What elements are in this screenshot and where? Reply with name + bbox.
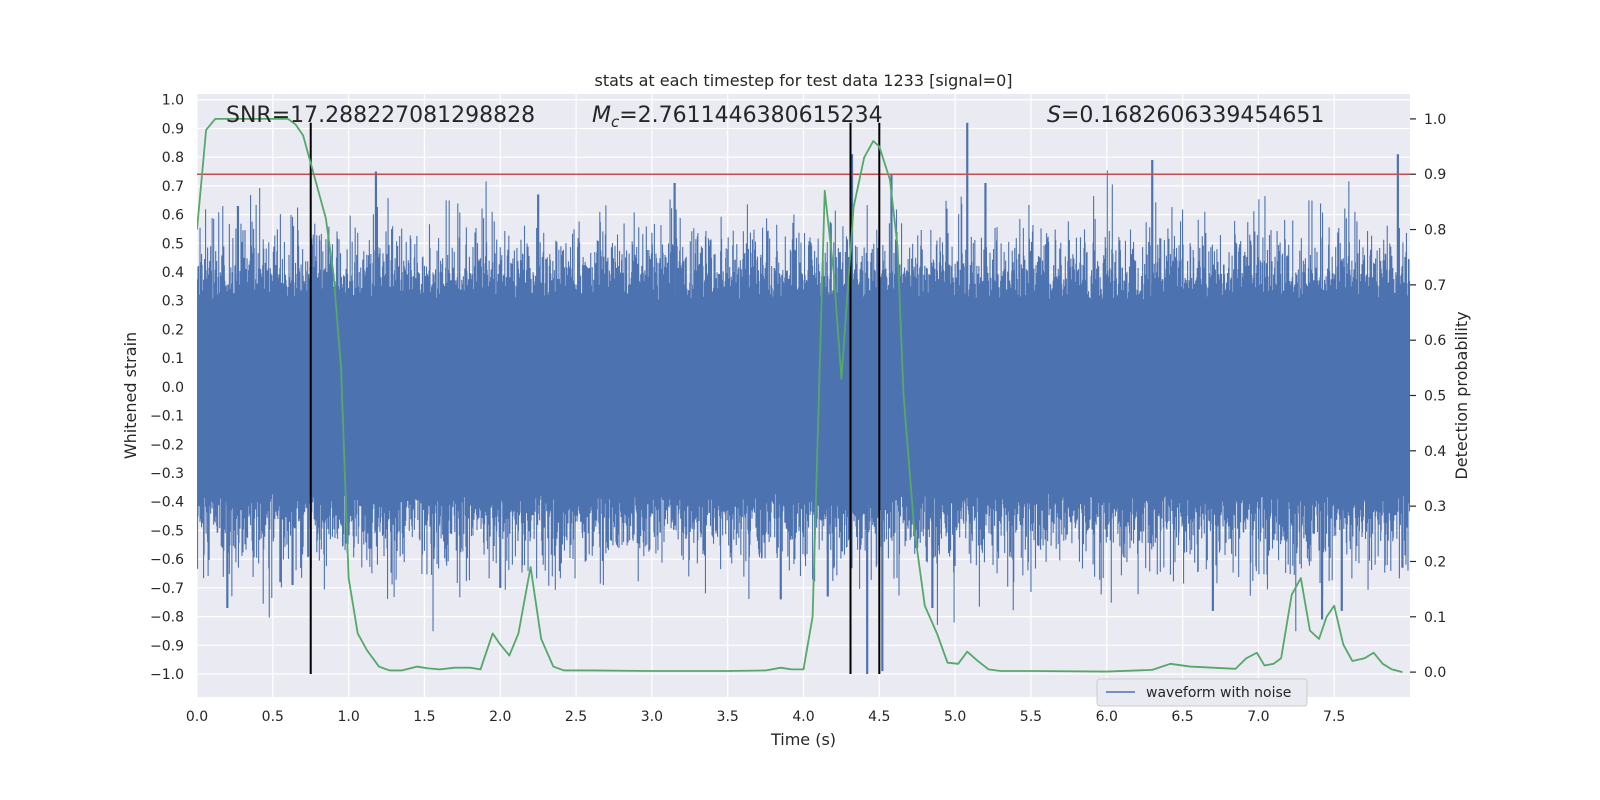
probability-line: [197, 117, 1403, 673]
mc-prefix: M: [592, 103, 611, 128]
x-tick-label: 6.0: [1096, 709, 1118, 725]
s-annotation: S=0.1682606339454651: [1047, 103, 1324, 128]
right-axis: 1.0 0.9 0.8 0.7 0.6 0.5 0.4 0.3 0.2 0.1 0.0: [1410, 112, 1446, 681]
y-right-tick-label: 0.6: [1424, 333, 1446, 349]
s-prefix: S: [1047, 103, 1061, 128]
x-tick-label: 1.5: [413, 709, 435, 725]
y-left-tick-label: 1.0: [162, 93, 184, 109]
y-left-tick-label: −0.6: [150, 552, 184, 568]
y-right-tick-label: 0.0: [1424, 665, 1446, 681]
left-axis: 1.0 0.9 0.8 0.7 0.6 0.5 0.4 0.3 0.2 0.1 0.0 −0.1 −0.…: [150, 93, 184, 683]
waveform-line: [197, 170, 1410, 632]
bottom-axis: 0.0 0.5 1.0 1.5 2.0 2.5 3.0 3.5 4.0 4.5 5.0 5.5 6.0 6…: [186, 709, 1345, 725]
y-left-tick-label: 0.3: [162, 294, 184, 310]
y-left-tick-label: −0.3: [150, 466, 184, 482]
y-right-tick-label: 0.2: [1424, 554, 1446, 570]
y-right-tick-label: 0.3: [1424, 499, 1446, 515]
mc-subscript: c: [611, 113, 620, 131]
x-tick-label: 4.5: [868, 709, 890, 725]
y-left-tick-label: −1.0: [150, 667, 184, 683]
x-tick-label: 5.5: [1020, 709, 1042, 725]
y-left-tick-label: 0.8: [162, 150, 184, 166]
y-left-tick-label: 0.5: [162, 236, 184, 252]
chart-title: stats at each timestep for test data 123…: [594, 71, 1012, 90]
y-right-tick-label: 0.7: [1424, 278, 1446, 294]
x-tick-label: 7.0: [1247, 709, 1269, 725]
y-left-tick-label: 0.7: [162, 179, 184, 195]
y-left-tick-label: −0.4: [150, 495, 184, 511]
y-left-tick-label: −0.7: [150, 581, 184, 597]
mc-annotation: Mc=2.7611446380615234: [592, 103, 883, 131]
y-right-tick-label: 1.0: [1424, 112, 1446, 128]
y-left-tick-label: 0.0: [162, 380, 184, 396]
x-tick-label: 6.5: [1171, 709, 1193, 725]
x-tick-label: 4.0: [792, 709, 814, 725]
x-tick-label: 0.0: [186, 709, 208, 725]
y-left-tick-label: −0.8: [150, 610, 184, 626]
waveform-series: [197, 122, 1410, 675]
overlay-layer: [197, 117, 1410, 675]
x-axis-label: Time (s): [770, 730, 836, 749]
legend-box: [1096, 678, 1308, 707]
x-tick-label: 2.5: [565, 709, 587, 725]
y-left-tick-label: 0.4: [162, 265, 184, 281]
legend: waveform with noise: [1096, 678, 1308, 707]
mc-value: =2.7611446380615234: [619, 103, 882, 128]
snr-annotation: SNR=17.288227081298828: [226, 103, 535, 128]
x-tick-label: 1.0: [337, 709, 359, 725]
y-right-tick-label: 0.9: [1424, 167, 1446, 183]
y-right-tick-label: 0.5: [1424, 389, 1446, 405]
y-left-tick-label: −0.2: [150, 437, 184, 453]
y-left-tick-label: 0.9: [162, 121, 184, 137]
x-tick-label: 5.0: [944, 709, 966, 725]
x-tick-label: 3.0: [641, 709, 663, 725]
y-left-tick-label: 0.2: [162, 322, 184, 338]
x-tick-label: 0.5: [262, 709, 284, 725]
x-tick-label: 7.5: [1323, 709, 1345, 725]
y-right-tick-label: 0.1: [1424, 610, 1446, 626]
y-right-tick-label: 0.8: [1424, 223, 1446, 239]
legend-label: waveform with noise: [1146, 685, 1291, 701]
y-left-tick-label: −0.9: [150, 638, 184, 654]
y-left-tick-label: 0.6: [162, 208, 184, 224]
s-value: =0.1682606339454651: [1061, 103, 1324, 128]
y-right-tick-label: 0.4: [1424, 444, 1446, 460]
y-axis-left-label: Whitened strain: [121, 332, 140, 459]
y-axis-right-label: Detection probability: [1452, 311, 1471, 479]
y-left-tick-label: −0.1: [150, 409, 184, 425]
x-tick-label: 3.5: [717, 709, 739, 725]
y-left-tick-label: 0.1: [162, 351, 184, 367]
x-tick-label: 2.0: [489, 709, 511, 725]
y-left-tick-label: −0.5: [150, 523, 184, 539]
